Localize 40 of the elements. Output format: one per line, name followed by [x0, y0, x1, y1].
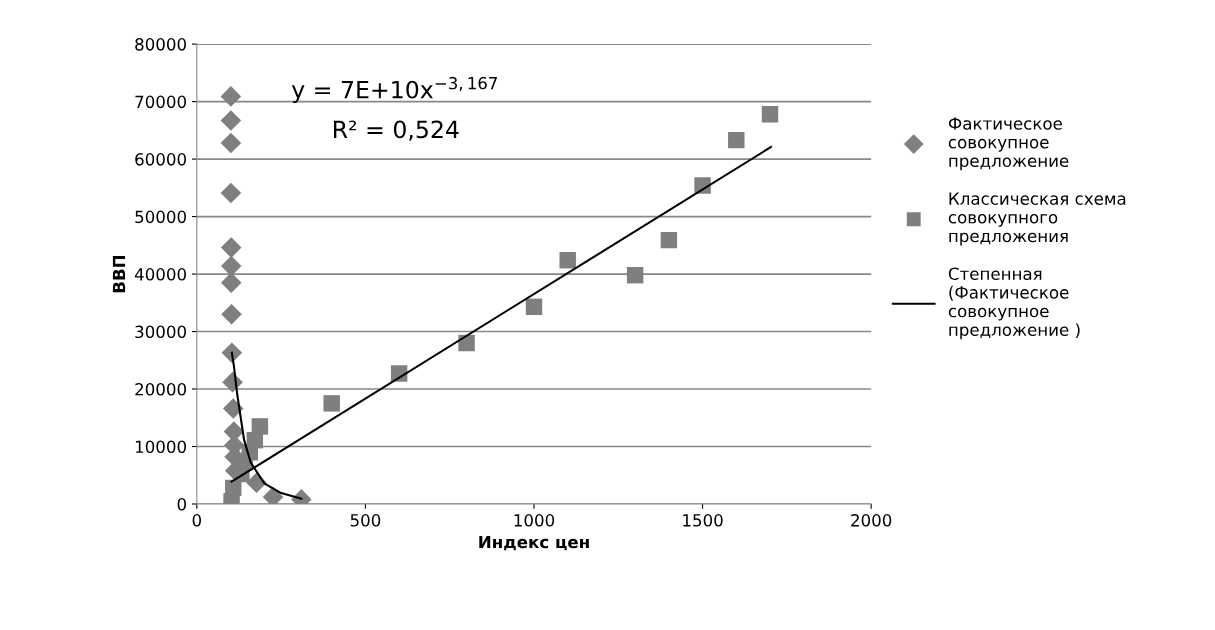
- y-tick-label: 40000: [134, 268, 186, 281]
- point: [220, 272, 242, 293]
- point: [220, 182, 242, 204]
- annotation: R² = 0,524: [334, 120, 459, 141]
- legend-label: Классическая схема совокупного предложения: [948, 192, 1126, 246]
- annotation: y = 7E+10x$^{−3,167}$: [291, 76, 497, 104]
- y-tick-label: 10000: [135, 440, 186, 454]
- point: [220, 237, 242, 258]
- point: [761, 106, 779, 123]
- y-tick-label: 80000: [135, 38, 186, 51]
- y-tick-label: 20000: [135, 382, 186, 396]
- point: [220, 110, 242, 131]
- x-tick-label: 500: [350, 514, 381, 527]
- y-tick-label: 50000: [135, 210, 186, 224]
- x-tick-label: 1000: [514, 514, 555, 527]
- point: [221, 342, 243, 364]
- x-tick-label: 2000: [851, 514, 892, 527]
- point: [222, 398, 244, 419]
- point: [221, 303, 242, 325]
- point: [458, 334, 475, 352]
- point: [220, 132, 242, 154]
- y-tick-label: 60000: [135, 153, 186, 166]
- y-axis-title: ВВП: [112, 255, 126, 293]
- y-tick-label: 0: [177, 497, 186, 511]
- point: [323, 395, 340, 412]
- point: [626, 266, 644, 284]
- point: [220, 255, 242, 277]
- point: [559, 252, 576, 269]
- point: [220, 86, 242, 107]
- point: [251, 418, 269, 435]
- point: [728, 131, 745, 149]
- point: [525, 298, 543, 316]
- legend-label: Степенная (Фактическое совокупное предложение ): [948, 267, 1080, 340]
- x-tick-label: 1500: [683, 514, 723, 527]
- x-axis-title: Индекс цен: [479, 535, 589, 551]
- y-tick-label: 70000: [135, 95, 186, 109]
- y-tick-label: 30000: [135, 325, 186, 339]
- point: [660, 231, 678, 249]
- legend-label: Фактическое совокупное предложение: [948, 117, 1069, 171]
- x-tick-label: 0: [192, 514, 202, 527]
